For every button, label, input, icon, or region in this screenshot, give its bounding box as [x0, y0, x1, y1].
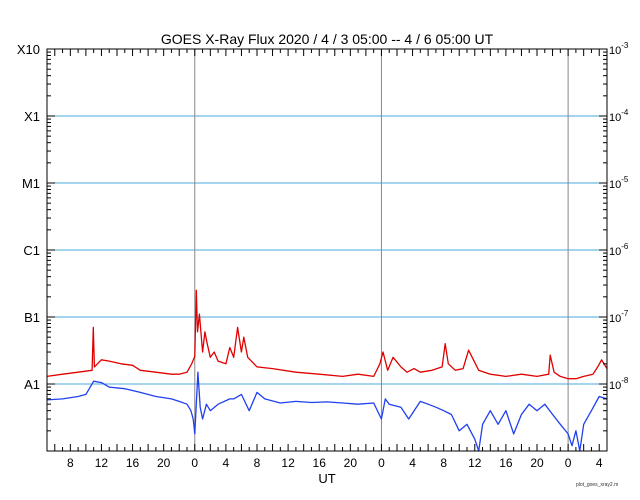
credit-label: plot_goes_xray2.m: [576, 482, 618, 488]
flare-class-label: A1: [24, 377, 40, 392]
x-tick-label: 20: [530, 456, 544, 470]
flux-label: 10-6: [609, 242, 629, 258]
x-tick-label: 8: [67, 456, 74, 470]
short-channel-line: [46, 371, 608, 452]
flare-class-labels: X10 X1 M1 C1 B1 A1: [17, 42, 40, 392]
x-tick-label: 8: [254, 456, 261, 470]
long-channel-line: [46, 289, 608, 380]
x-axis-label: UT: [318, 471, 335, 486]
flux-label: 10-7: [609, 309, 629, 325]
x-tick-label: 4: [596, 456, 603, 470]
flare-class-label: B1: [24, 310, 40, 325]
flare-class-label: X10: [17, 42, 40, 57]
x-tick-labels: 8 12 16 20 0 4 8 12 16 20 0 4 8 12 16 20 0 4: [67, 456, 603, 470]
x-tick-label: 20: [157, 456, 171, 470]
chart-title: GOES X-Ray Flux 2020 / 4 / 3 05:00 -- 4 …: [161, 31, 494, 47]
x-tick-label: 0: [378, 456, 385, 470]
flare-class-label: M1: [22, 176, 40, 191]
x-tick-label: 8: [440, 456, 447, 470]
flux-label: 10-3: [609, 41, 629, 57]
x-tick-label: 4: [409, 456, 416, 470]
x-tick-label: 16: [126, 456, 140, 470]
horizontal-gridlines: [47, 115, 607, 385]
x-tick-label: 0: [191, 456, 198, 470]
flux-label: 10-5: [609, 175, 629, 191]
axis-ticks: [46, 49, 608, 452]
flare-class-label: X1: [24, 109, 40, 124]
x-tick-label: 12: [95, 456, 109, 470]
x-tick-label: 12: [281, 456, 295, 470]
flux-label: 10-8: [609, 376, 629, 392]
flux-axis-labels: 10-3 10-4 10-5 10-6 10-7 10-8: [609, 41, 629, 392]
flux-series: [46, 289, 608, 452]
flare-class-label: C1: [23, 243, 40, 258]
x-tick-label: 4: [223, 456, 230, 470]
x-tick-label: 16: [499, 456, 513, 470]
x-tick-label: 20: [344, 456, 358, 470]
x-tick-label: 16: [313, 456, 327, 470]
flux-label: 10-4: [609, 108, 629, 124]
x-tick-label: 12: [468, 456, 482, 470]
day-boundary-lines: [194, 49, 569, 451]
x-tick-label: 0: [565, 456, 572, 470]
